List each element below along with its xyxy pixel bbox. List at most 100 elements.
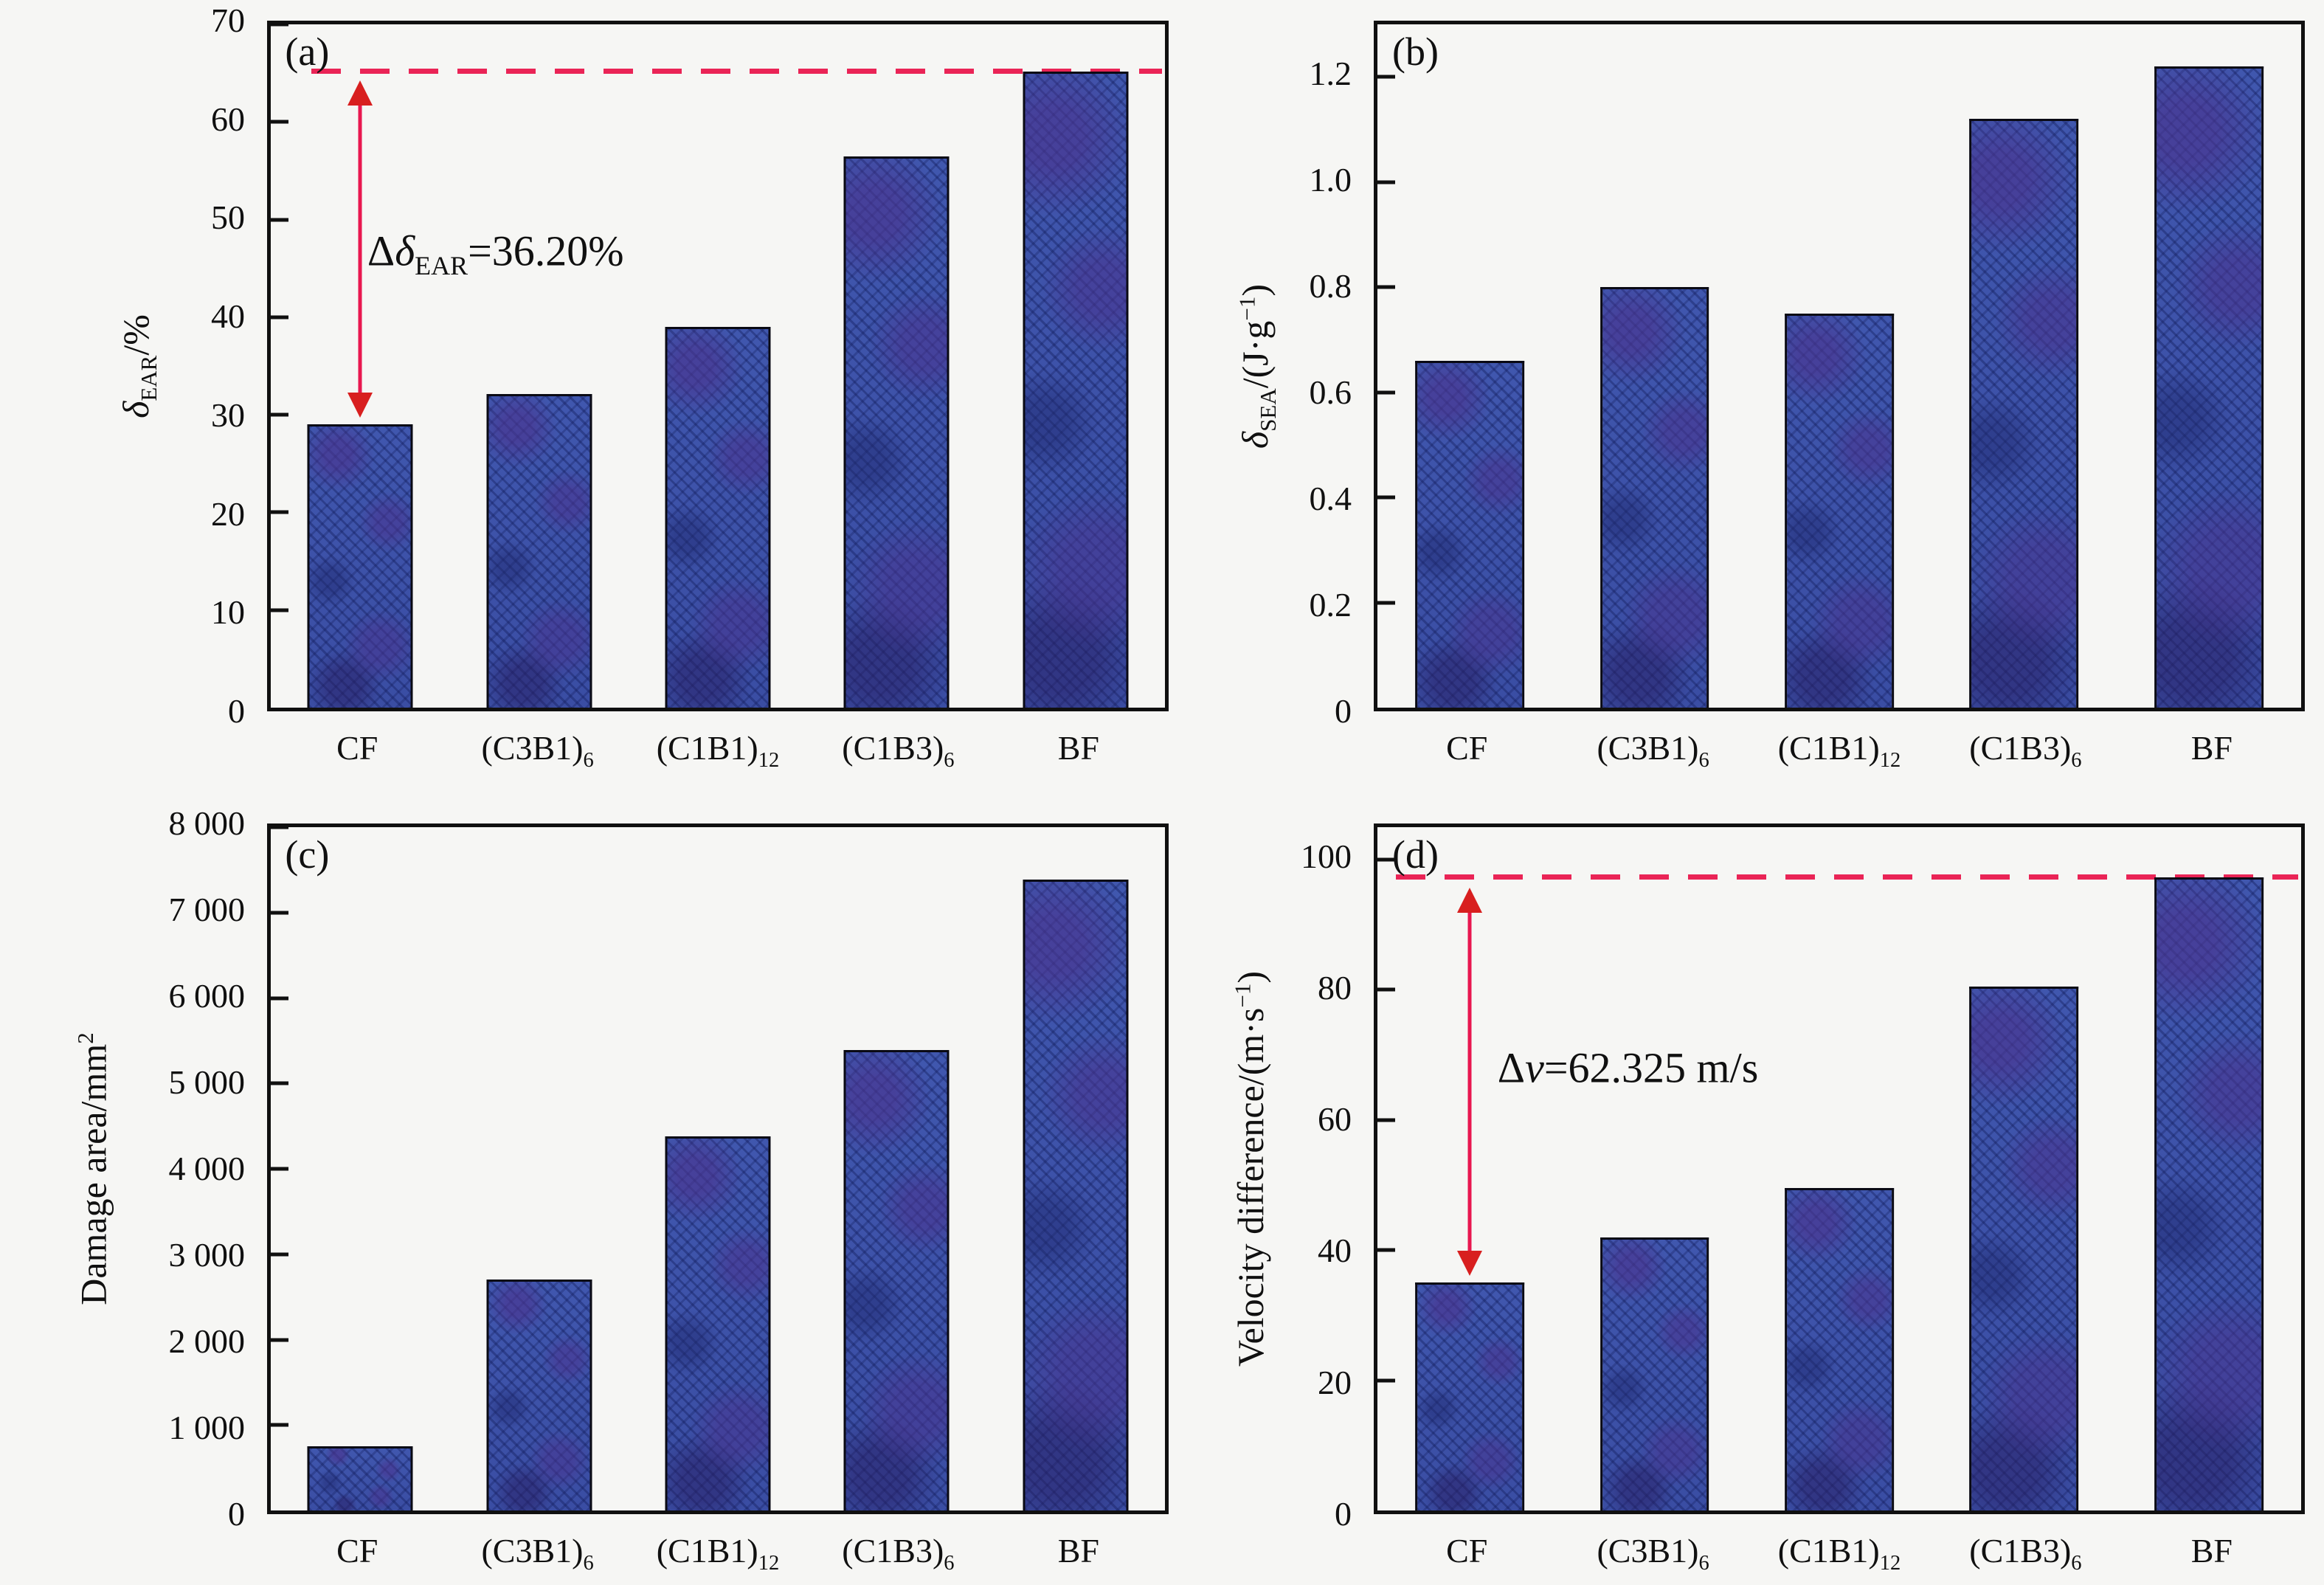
ytick-mark [271,120,288,124]
arrowhead-up [1457,887,1483,913]
y-axis-tick-labels-b: 0 0.2 0.4 0.6 0.8 1.0 1.2 [1215,21,1352,728]
bar-BF [1023,71,1129,708]
plot-area-c: (c) [267,823,1169,1514]
bar-(C1B3)6 [1969,119,2079,708]
ytick-mark [1377,495,1395,500]
arrowhead-down [347,392,373,418]
ytick-label-100: 100 [1301,837,1352,875]
x-axis-category-labels-b: CF (C3B1)6 (C1B1)12 (C1B3)6 BF [1374,719,2305,781]
bar-CF [307,424,413,708]
ytick-mark [271,608,288,612]
ytick-mark [271,1081,288,1085]
text-segment: 6 [1698,1552,1709,1575]
category-label-BF: BF [989,1522,1169,1584]
ytick-mark [271,1252,288,1257]
ytick-mark [271,825,288,829]
text-segment: BF [2190,729,2233,767]
ytick-label-8000: 8 000 [168,804,246,842]
text-segment: Δ [367,227,395,275]
ytick-label-60: 60 [211,100,245,138]
ytick-mark [271,315,288,320]
x-axis-category-labels-c: CF (C3B1)6 (C1B1)12 (C1B3)6 BF [267,1522,1169,1584]
ytick-mark [1377,1118,1395,1122]
ytick-mark [271,22,288,27]
panel-label: (c) [285,832,330,877]
text-segment: (C1B1) [656,729,758,767]
ytick-mark [271,1338,288,1341]
category-label-(C1B3)6: (C1B3)6 [808,1522,988,1584]
ytick-label-10: 10 [211,593,245,632]
ytick-label-3000: 3 000 [168,1236,246,1274]
ytick-mark [1377,285,1395,289]
bar-BF [2154,877,2264,1510]
category-label-BF: BF [989,719,1169,781]
category-label-(C3B1)6: (C3B1)6 [1560,719,1746,781]
ytick-mark [1377,987,1395,992]
plot-area-b: (b) [1374,21,2305,711]
category-label-(C1B1)12: (C1B1)12 [628,1522,808,1584]
x-axis-category-labels-a: CF (C3B1) 6 (C1B1)12 (C1B3)6 BF [267,719,1169,781]
arrow-shaft [358,98,362,399]
ytick-label-4000: 4 000 [168,1150,246,1187]
ytick-label-1000: 1 000 [168,1409,246,1446]
text-segment: (C1B1) [1777,1532,1880,1570]
bar-CF [1415,360,1525,708]
ytick-label-0.6: 0.6 [1309,373,1352,411]
ytick-label-70: 70 [211,1,245,39]
text-segment: δ [395,227,415,275]
bar-CF [1415,1282,1525,1510]
category-label-(C1B3)6: (C1B3)6 [1932,1522,2118,1584]
ytick-label-40: 40 [1318,1232,1352,1270]
text-segment: 12 [1879,749,1901,773]
text-segment: CF [336,1532,378,1570]
text-segment: 12 [1879,1552,1901,1575]
ytick-label-0.8: 0.8 [1309,267,1352,305]
ytick-label-5000: 5 000 [168,1063,246,1101]
ytick-label-0.2: 0.2 [1309,586,1352,624]
bar-(C1B1)12 [1785,313,1894,708]
ytick-label-0.4: 0.4 [1309,480,1352,517]
ytick-label-0: 0 [228,1495,245,1533]
text-segment: (C1B3) [842,1532,944,1570]
text-segment: BF [1057,1532,1099,1570]
text-segment: (C1B1) [1777,729,1880,767]
ytick-mark [271,412,288,417]
bar-(C3B1)6 [1600,287,1709,708]
text-segment: 6 [944,1552,955,1575]
text-segment: (C1B3) [842,729,944,767]
y-axis-tick-labels-c: 0 1 000 2 000 3 000 4 000 5 000 6 000 7 000 8 00… [108,807,246,1531]
ytick-mark [1377,601,1395,605]
bar-(C3B1)6 [1600,1237,1709,1510]
category-label-(C3B1)6: (C3B1)6 [1560,1522,1746,1584]
plot-area-a: (a) ΔδEAR=36.20% [267,21,1169,711]
bar-(C1B1)12 [665,327,771,708]
category-label-CF: CF [267,1522,447,1584]
ytick-label-80: 80 [1318,968,1352,1006]
plot-area-d: (d) Δv=62.325 m/s [1374,823,2305,1514]
bar-(C1B3)6 [843,156,950,708]
ytick-label-1.2: 1.2 [1309,55,1352,92]
category-label-(C1B1)12: (C1B1)12 [628,719,808,781]
measurement-arrow [1456,887,1483,1276]
text-segment: =62.325 m/s [1543,1043,1759,1092]
ytick-mark [271,510,288,514]
x-axis-category-labels-d: CF (C3B1)6 (C1B1)12 (C1B3)6 BF [1374,1522,2305,1584]
ytick-mark [271,996,288,1000]
category-label-(C1B3)6: (C1B3)6 [808,719,988,781]
ytick-mark [271,911,288,915]
text-segment: CF [1446,1532,1488,1570]
text-segment: (C3B1) [481,729,584,767]
text-segment: 6 [1698,749,1709,773]
text-segment: Δ [1497,1043,1526,1092]
ytick-mark [1377,1378,1395,1383]
text-segment: BF [2190,1532,2233,1570]
category-label-(C3B1)6: (C3B1)6 [447,1522,627,1584]
ytick-label-20: 20 [1318,1363,1352,1401]
category-label-CF: CF [267,719,447,781]
text-segment: 6 [944,749,955,773]
category-label-BF: BF [2119,719,2305,781]
ytick-label-30: 30 [211,396,245,434]
